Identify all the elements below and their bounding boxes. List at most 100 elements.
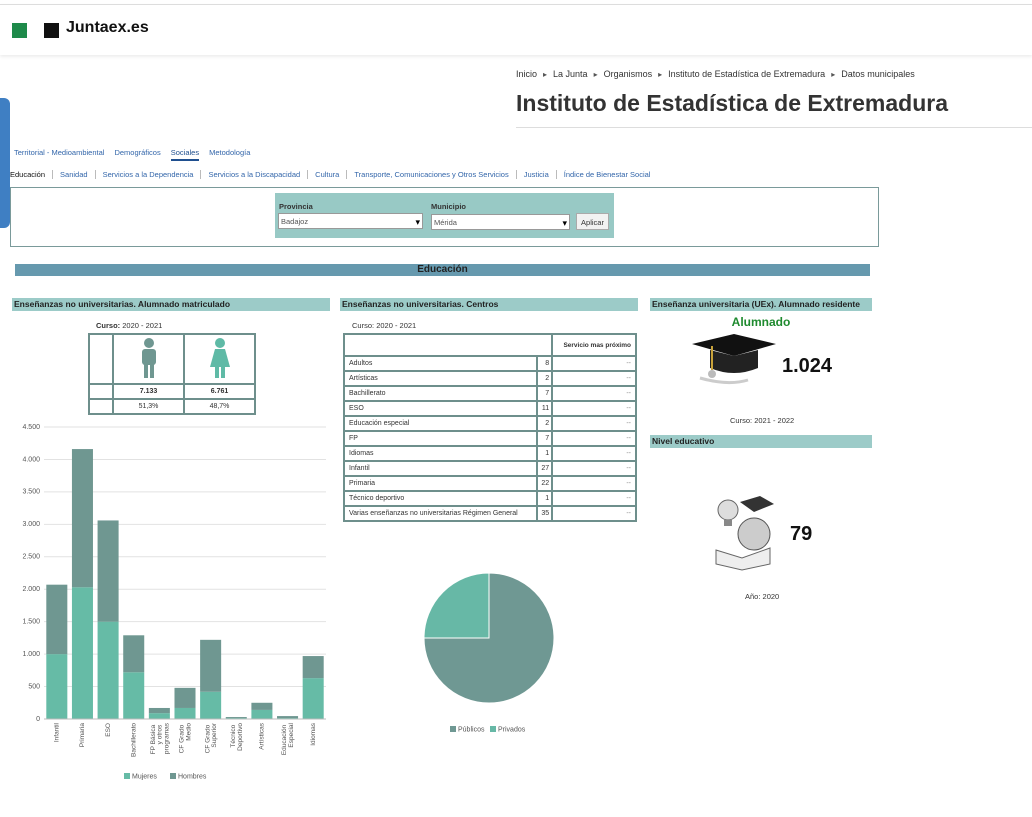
province-select[interactable]: Badajoz [278, 213, 423, 230]
bar [225, 717, 247, 719]
tab[interactable]: Metodología [209, 148, 251, 157]
breadcrumb-item[interactable]: Inicio [516, 69, 538, 79]
breadcrumb-item[interactable]: Datos municipales [825, 69, 915, 79]
legend-swatch [450, 726, 456, 732]
cell: -- [551, 430, 637, 447]
y-tick-label: 0 [36, 716, 40, 723]
label: Año: [745, 592, 761, 601]
bar [97, 621, 119, 719]
year: Año: 2020 [745, 592, 779, 601]
bar [200, 639, 222, 692]
x-tick-label: ESO [105, 723, 112, 737]
legend-swatch [490, 726, 496, 732]
course: Curso: 2021 - 2022 [730, 416, 794, 425]
label: Municipio [431, 202, 466, 211]
filter-box [10, 187, 879, 247]
cell [88, 383, 114, 400]
cell: Primaria [342, 475, 539, 492]
cell: -- [551, 505, 637, 522]
cell: 8 [536, 355, 554, 372]
row: Educación especial 2 -- [342, 415, 637, 432]
cell: 11 [536, 400, 554, 417]
bar [97, 520, 119, 622]
section-title: Educación [15, 264, 870, 276]
cell: 48,7% [183, 398, 256, 415]
legend-label: Mujeres [132, 773, 157, 780]
y-tick-label: 2.500 [22, 554, 40, 561]
row: Idiomas 1 -- [342, 445, 637, 462]
x-tick-label: Bachillerato [130, 723, 137, 757]
graduation-icon [692, 334, 776, 385]
apply-button[interactable]: Aplicar [576, 213, 609, 230]
cell: -- [551, 460, 637, 477]
row: Varias enseñanzas no universitarias Régi… [342, 505, 637, 522]
breadcrumb-item[interactable]: Instituto de Estadística de Extremadura [652, 69, 825, 79]
bar [174, 707, 196, 719]
bar [277, 716, 299, 719]
icon-cell [112, 333, 185, 385]
x-tick-label: CF Grado Superior [204, 722, 218, 753]
side-tab[interactable] [0, 98, 10, 228]
bar [302, 656, 324, 679]
subtab[interactable]: Sanidad [52, 170, 95, 179]
bar [148, 707, 170, 714]
label: Curso: [730, 416, 753, 425]
breadcrumb-item[interactable]: La Junta [537, 69, 588, 79]
x-tick-label: FP Básica y otros programas [149, 722, 170, 754]
cell: 51,3% [112, 398, 185, 415]
subtab[interactable]: Transporte, Comunicaciones y Otros Servi… [346, 170, 516, 179]
cell: -- [551, 490, 637, 507]
row: Adultos 8 -- [342, 355, 637, 372]
cell: 2 [536, 415, 554, 432]
bar [123, 635, 145, 673]
subtab[interactable]: Cultura [307, 170, 347, 179]
value: 2020 [762, 592, 780, 601]
breadcrumb: InicioLa JuntaOrganismosInstituto de Est… [516, 69, 915, 79]
cell: 7 [536, 385, 554, 402]
subtab[interactable]: Educación [10, 170, 46, 179]
tab[interactable]: Sociales [170, 148, 200, 161]
legend-swatch [170, 773, 176, 779]
page-title: Instituto de Estadística de Extremadura [516, 90, 949, 116]
education-icon [715, 496, 774, 571]
subtab[interactable]: Índice de Bienestar Social [555, 170, 658, 179]
breadcrumb-item[interactable]: Organismos [588, 69, 653, 79]
y-tick-label: 2.000 [22, 586, 40, 593]
cell: 27 [536, 460, 554, 477]
cell: 7.133 [112, 383, 185, 400]
cell [88, 398, 114, 415]
bar [46, 654, 68, 719]
rule [516, 127, 1032, 128]
bar [200, 691, 222, 719]
tab[interactable]: Demográficos [114, 148, 161, 157]
gender-table: 7.133 6.761 51,3% 48,7% [88, 333, 256, 415]
cell: -- [551, 385, 637, 402]
subtab[interactable]: Justicia [515, 170, 556, 179]
cell: 22 [536, 475, 554, 492]
subtabs: Educación Sanidad Servicios a la Dependenc… [10, 170, 658, 179]
row: FP 7 -- [342, 430, 637, 447]
cell: 2 [536, 370, 554, 387]
cell: 35 [536, 505, 554, 522]
top-bar [0, 4, 1032, 55]
subtab[interactable]: Servicios a la Discapacidad [200, 170, 308, 179]
x-tick-label: Primaria [79, 723, 86, 748]
cell: -- [551, 355, 637, 372]
value: 2020 - 2021 [122, 321, 163, 330]
tab[interactable]: Territorial - Medioambiental [14, 148, 105, 157]
centers-table: Servicio mas próximo Adultos 8 -- Artística… [342, 333, 637, 522]
brand[interactable]: Juntaex.es [66, 19, 149, 36]
row: ESO 11 -- [342, 400, 637, 417]
bar [71, 587, 93, 719]
y-tick-label: 1.000 [22, 651, 40, 658]
bar [148, 713, 170, 719]
municipality-select[interactable]: Mérida [431, 214, 570, 231]
bar [46, 584, 68, 655]
cell: Varias enseñanzas no universitarias Régi… [342, 505, 539, 522]
subtab[interactable]: Servicios a la Dependencia [94, 170, 201, 179]
course: Curso: 2020 - 2021 [352, 321, 416, 330]
tabs: Territorial - Medioambiental Demográficos… [14, 148, 260, 161]
label: Provincia [279, 202, 313, 211]
y-tick-label: 4.500 [22, 424, 40, 431]
